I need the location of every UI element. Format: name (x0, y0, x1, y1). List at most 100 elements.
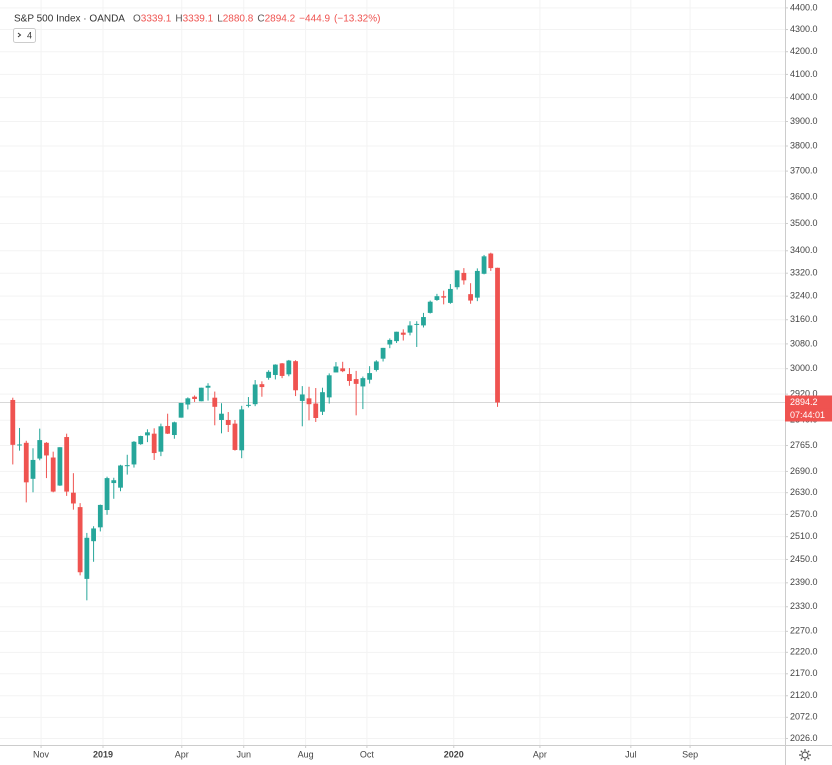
button-count: 4 (27, 30, 32, 40)
candle-body (481, 256, 487, 274)
price-tag: 2894.2 (790, 397, 818, 407)
candle-body (421, 317, 426, 326)
y-tick-label: 2120.0 (790, 690, 818, 700)
candle-body (293, 361, 298, 391)
y-tick-label: 4000.0 (790, 92, 818, 102)
y-tick-label: 2450.0 (790, 554, 818, 564)
candle-body (77, 507, 83, 573)
candle-body (495, 267, 500, 403)
candle-body (84, 537, 90, 579)
countdown: 07:44:01 (790, 410, 825, 420)
x-tick-label: Aug (298, 749, 314, 759)
y-tick-label: 4400.0 (790, 2, 818, 12)
button-frame[interactable] (13, 28, 36, 43)
candle-body (225, 419, 231, 425)
candle-body (306, 398, 312, 405)
candle-body (246, 404, 251, 406)
candle-body (266, 371, 272, 378)
candle-body (447, 288, 453, 303)
countdown-bg (785, 408, 832, 422)
candle-body (97, 504, 103, 528)
y-tick-label: 3080.0 (790, 338, 818, 348)
y-tick-label: 2390.0 (790, 577, 818, 587)
collapse-button[interactable]: 4 (13, 28, 36, 43)
y-tick-label: 3700.0 (790, 165, 818, 175)
y-tick-label: 2072.0 (790, 712, 818, 722)
settings-button[interactable] (799, 749, 811, 761)
x-tick-label: Jul (625, 749, 637, 759)
x-tick-label: Oct (360, 749, 375, 759)
ohlc-label: H (175, 14, 182, 25)
candle-body (373, 361, 379, 370)
candle-body (239, 409, 245, 451)
candle-body (387, 339, 393, 345)
y-tick-label: 3320.0 (790, 268, 818, 278)
candle-body (118, 465, 123, 488)
candle-body (340, 368, 346, 372)
candle-body (212, 397, 218, 407)
candle-body (468, 294, 473, 301)
candle-body (347, 374, 352, 382)
candle-body (299, 394, 305, 401)
y-tick-label: 3240.0 (790, 291, 818, 301)
y-tick-label: 2220.0 (790, 647, 818, 657)
candle-body (151, 433, 157, 454)
candle-body (380, 347, 386, 359)
x-tick-label: Apr (533, 749, 547, 759)
candle-body (272, 364, 278, 375)
candle-body (192, 396, 197, 399)
candle-body (434, 296, 440, 300)
x-tick-label: 2020 (444, 749, 464, 759)
candle-body (320, 392, 325, 412)
gear-icon (801, 751, 809, 759)
y-tick-label: 2690.0 (790, 466, 818, 476)
candle-body (407, 325, 413, 333)
candle-body (17, 444, 22, 446)
candle-body (232, 423, 238, 450)
candle-body (104, 478, 110, 511)
candle-body (219, 413, 224, 420)
candle-body (414, 323, 420, 325)
candle-body (138, 436, 144, 445)
ohlc-value: 2894.2 (265, 14, 296, 25)
change-value: −444.9 (299, 14, 330, 25)
y-tick-label: 2570.0 (790, 509, 818, 519)
candle-body (488, 253, 494, 269)
candle-body (360, 378, 366, 387)
candle-body (333, 366, 339, 373)
y-tick-label: 3500.0 (790, 218, 818, 228)
candle-body (178, 402, 184, 418)
y-tick-label: 3800.0 (790, 140, 818, 150)
x-tick-label: Jun (236, 749, 251, 759)
y-tick-label: 2630.0 (790, 487, 818, 497)
y-tick-label: 3600.0 (790, 191, 818, 201)
change-percent: (−13.32%) (334, 14, 380, 25)
candle-body (10, 399, 16, 445)
candle-body (474, 270, 480, 298)
candle-body (461, 272, 467, 281)
y-tick-label: 3900.0 (790, 116, 818, 126)
candle-body (313, 403, 319, 418)
candle-body (30, 459, 36, 479)
y-tick-label: 3400.0 (790, 245, 818, 255)
candle-body (185, 398, 191, 405)
y-tick-label: 2510.0 (790, 531, 818, 541)
candle-body (259, 384, 265, 388)
candle-body (111, 480, 117, 484)
candle-body (64, 437, 70, 492)
candle-body (326, 375, 332, 398)
candle-body (367, 373, 373, 380)
x-tick-label: Nov (33, 749, 50, 759)
ohlc-value: 3339.1 (183, 14, 214, 25)
candle-body (427, 301, 433, 313)
y-tick-label: 2270.0 (790, 626, 818, 636)
candle-body (70, 492, 76, 504)
y-tick-label: 3000.0 (790, 363, 818, 373)
candle-body (394, 331, 399, 342)
candle-body (124, 465, 130, 467)
grid (0, 0, 785, 745)
x-tick-label: Apr (175, 749, 189, 759)
candle-body (57, 447, 63, 486)
